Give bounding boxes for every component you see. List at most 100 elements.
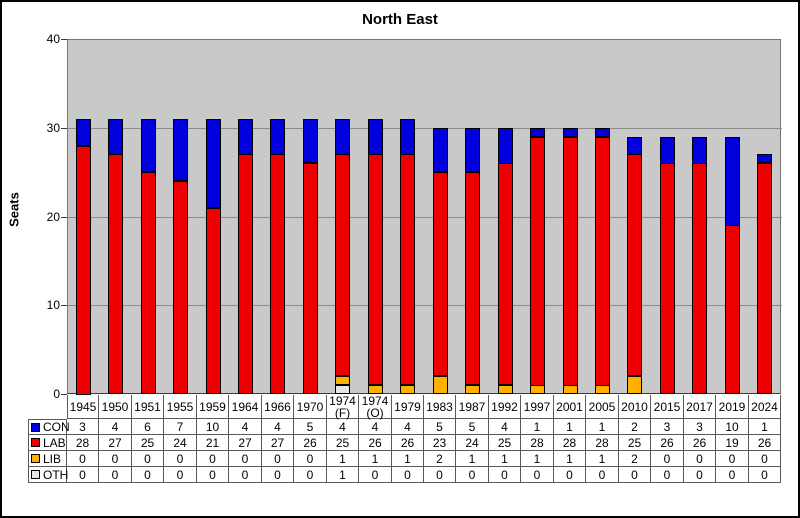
value-cell-OTH: 0 [392,467,424,483]
bar-segment-LAB-1997 [530,137,545,386]
year-header-cell: 1951 [132,395,164,419]
bar-segment-CON-2019 [725,137,740,226]
bar-segment-LAB-1950 [108,154,123,394]
value-cell-LAB: 26 [684,435,716,451]
y-tick-label: 20 [46,210,60,224]
gridline-30 [68,128,782,129]
value-cell-LIB: 1 [359,451,392,467]
bar-segment-LIB-2010 [627,376,642,394]
y-tick-mark [61,39,67,40]
value-cell-CON: 10 [716,419,749,435]
value-cell-LAB: 27 [262,435,294,451]
value-cell-LIB: 0 [262,451,294,467]
year-header-cell: 2019 [716,395,749,419]
bar-segment-CON-1951 [141,119,156,172]
bar-segment-CON-1987 [465,128,480,172]
value-cell-LIB: 1 [489,451,521,467]
value-cell-CON: 3 [651,419,684,435]
year-header-cell: 1997 [521,395,554,419]
value-cell-OTH: 0 [716,467,749,483]
value-cell-LAB: 28 [521,435,554,451]
value-cell-CON: 3 [684,419,716,435]
value-cell-LIB: 0 [99,451,132,467]
value-cell-OTH: 0 [749,467,781,483]
bar-segment-CON-1997 [530,128,545,137]
bar-segment-LIB-1997 [530,385,545,394]
value-cell-CON: 4 [262,419,294,435]
bar-segment-LAB-2019 [725,225,740,394]
bar-segment-LAB-1955 [173,181,188,394]
year-header-cell: 1945 [67,395,99,419]
value-cell-CON: 1 [554,419,586,435]
legend-label-OTH: OTH [43,467,69,482]
legend-label-CON: CON [43,420,70,434]
value-cell-CON: 4 [359,419,392,435]
value-cell-CON: 4 [99,419,132,435]
legend-chip-CON [31,422,40,432]
value-cell-CON: 1 [749,419,781,435]
value-cell-LAB: 25 [132,435,164,451]
bar-segment-CON-2017 [692,137,707,164]
value-cell-LIB: 0 [749,451,781,467]
bar-segment-LIB-1983 [433,376,448,394]
value-cell-CON: 5 [294,419,327,435]
value-cell-LIB: 1 [554,451,586,467]
value-cell-LIB: 1 [456,451,489,467]
bar-segment-CON-1959 [206,119,221,208]
value-cell-LAB: 28 [67,435,99,451]
legend-label-LIB: LIB [43,451,62,466]
value-cell-OTH: 0 [294,467,327,483]
year-header-cell: 1964 [229,395,262,419]
bar-segment-LAB-1983 [433,172,448,376]
gridline-10 [68,305,782,306]
value-cell-OTH: 0 [456,467,489,483]
year-header-cell: 1966 [262,395,294,419]
legend-chip-LAB [31,438,40,447]
value-cell-LIB: 0 [294,451,327,467]
bar-segment-CON-1970 [303,119,318,163]
value-cell-OTH: 0 [132,467,164,483]
legend-chip-LIB [31,454,40,463]
value-cell-CON: 3 [67,419,99,435]
chart-title: North East [362,11,438,28]
value-cell-OTH: 0 [262,467,294,483]
value-cell-LAB: 26 [749,435,781,451]
year-header-cell: 1979 [392,395,424,419]
bar-segment-CON-2001 [563,128,578,137]
value-cell-LAB: 25 [619,435,651,451]
value-cell-LIB: 0 [229,451,262,467]
bar-segment-CON-2005 [595,128,610,137]
value-cell-LAB: 25 [327,435,359,451]
value-cell-LAB: 25 [489,435,521,451]
value-cell-LAB: 24 [456,435,489,451]
bar-segment-LIB-1974 (F) [335,376,350,385]
bar-segment-CON-1945 [76,119,91,146]
year-header-cell: 2017 [684,395,716,419]
bar-segment-LAB-1945 [76,146,91,395]
legend-cell-LAB: LAB [28,435,67,451]
value-cell-LAB: 26 [294,435,327,451]
bar-segment-CON-1992 [498,128,513,164]
value-cell-CON: 4 [489,419,521,435]
legend-cell-LIB: LIB [28,451,67,467]
value-cell-LAB: 28 [554,435,586,451]
value-cell-OTH: 0 [99,467,132,483]
bar-segment-LAB-2015 [660,163,675,394]
value-cell-OTH: 0 [651,467,684,483]
year-header-cell: 2010 [619,395,651,419]
bar-segment-LAB-1987 [465,172,480,385]
bar-segment-LAB-1974 (F) [335,154,350,376]
value-cell-LAB: 27 [229,435,262,451]
value-cell-LAB: 23 [424,435,456,451]
value-cell-OTH: 0 [619,467,651,483]
y-tick-mark [61,128,67,129]
value-cell-CON: 5 [456,419,489,435]
bar-segment-LIB-1979 [400,385,415,394]
value-cell-LAB: 26 [359,435,392,451]
value-cell-CON: 1 [586,419,619,435]
year-header-cell: 1959 [197,395,229,419]
bar-segment-LAB-1959 [206,208,221,394]
value-cell-LIB: 0 [132,451,164,467]
value-cell-CON: 4 [229,419,262,435]
year-header-cell: 2015 [651,395,684,419]
